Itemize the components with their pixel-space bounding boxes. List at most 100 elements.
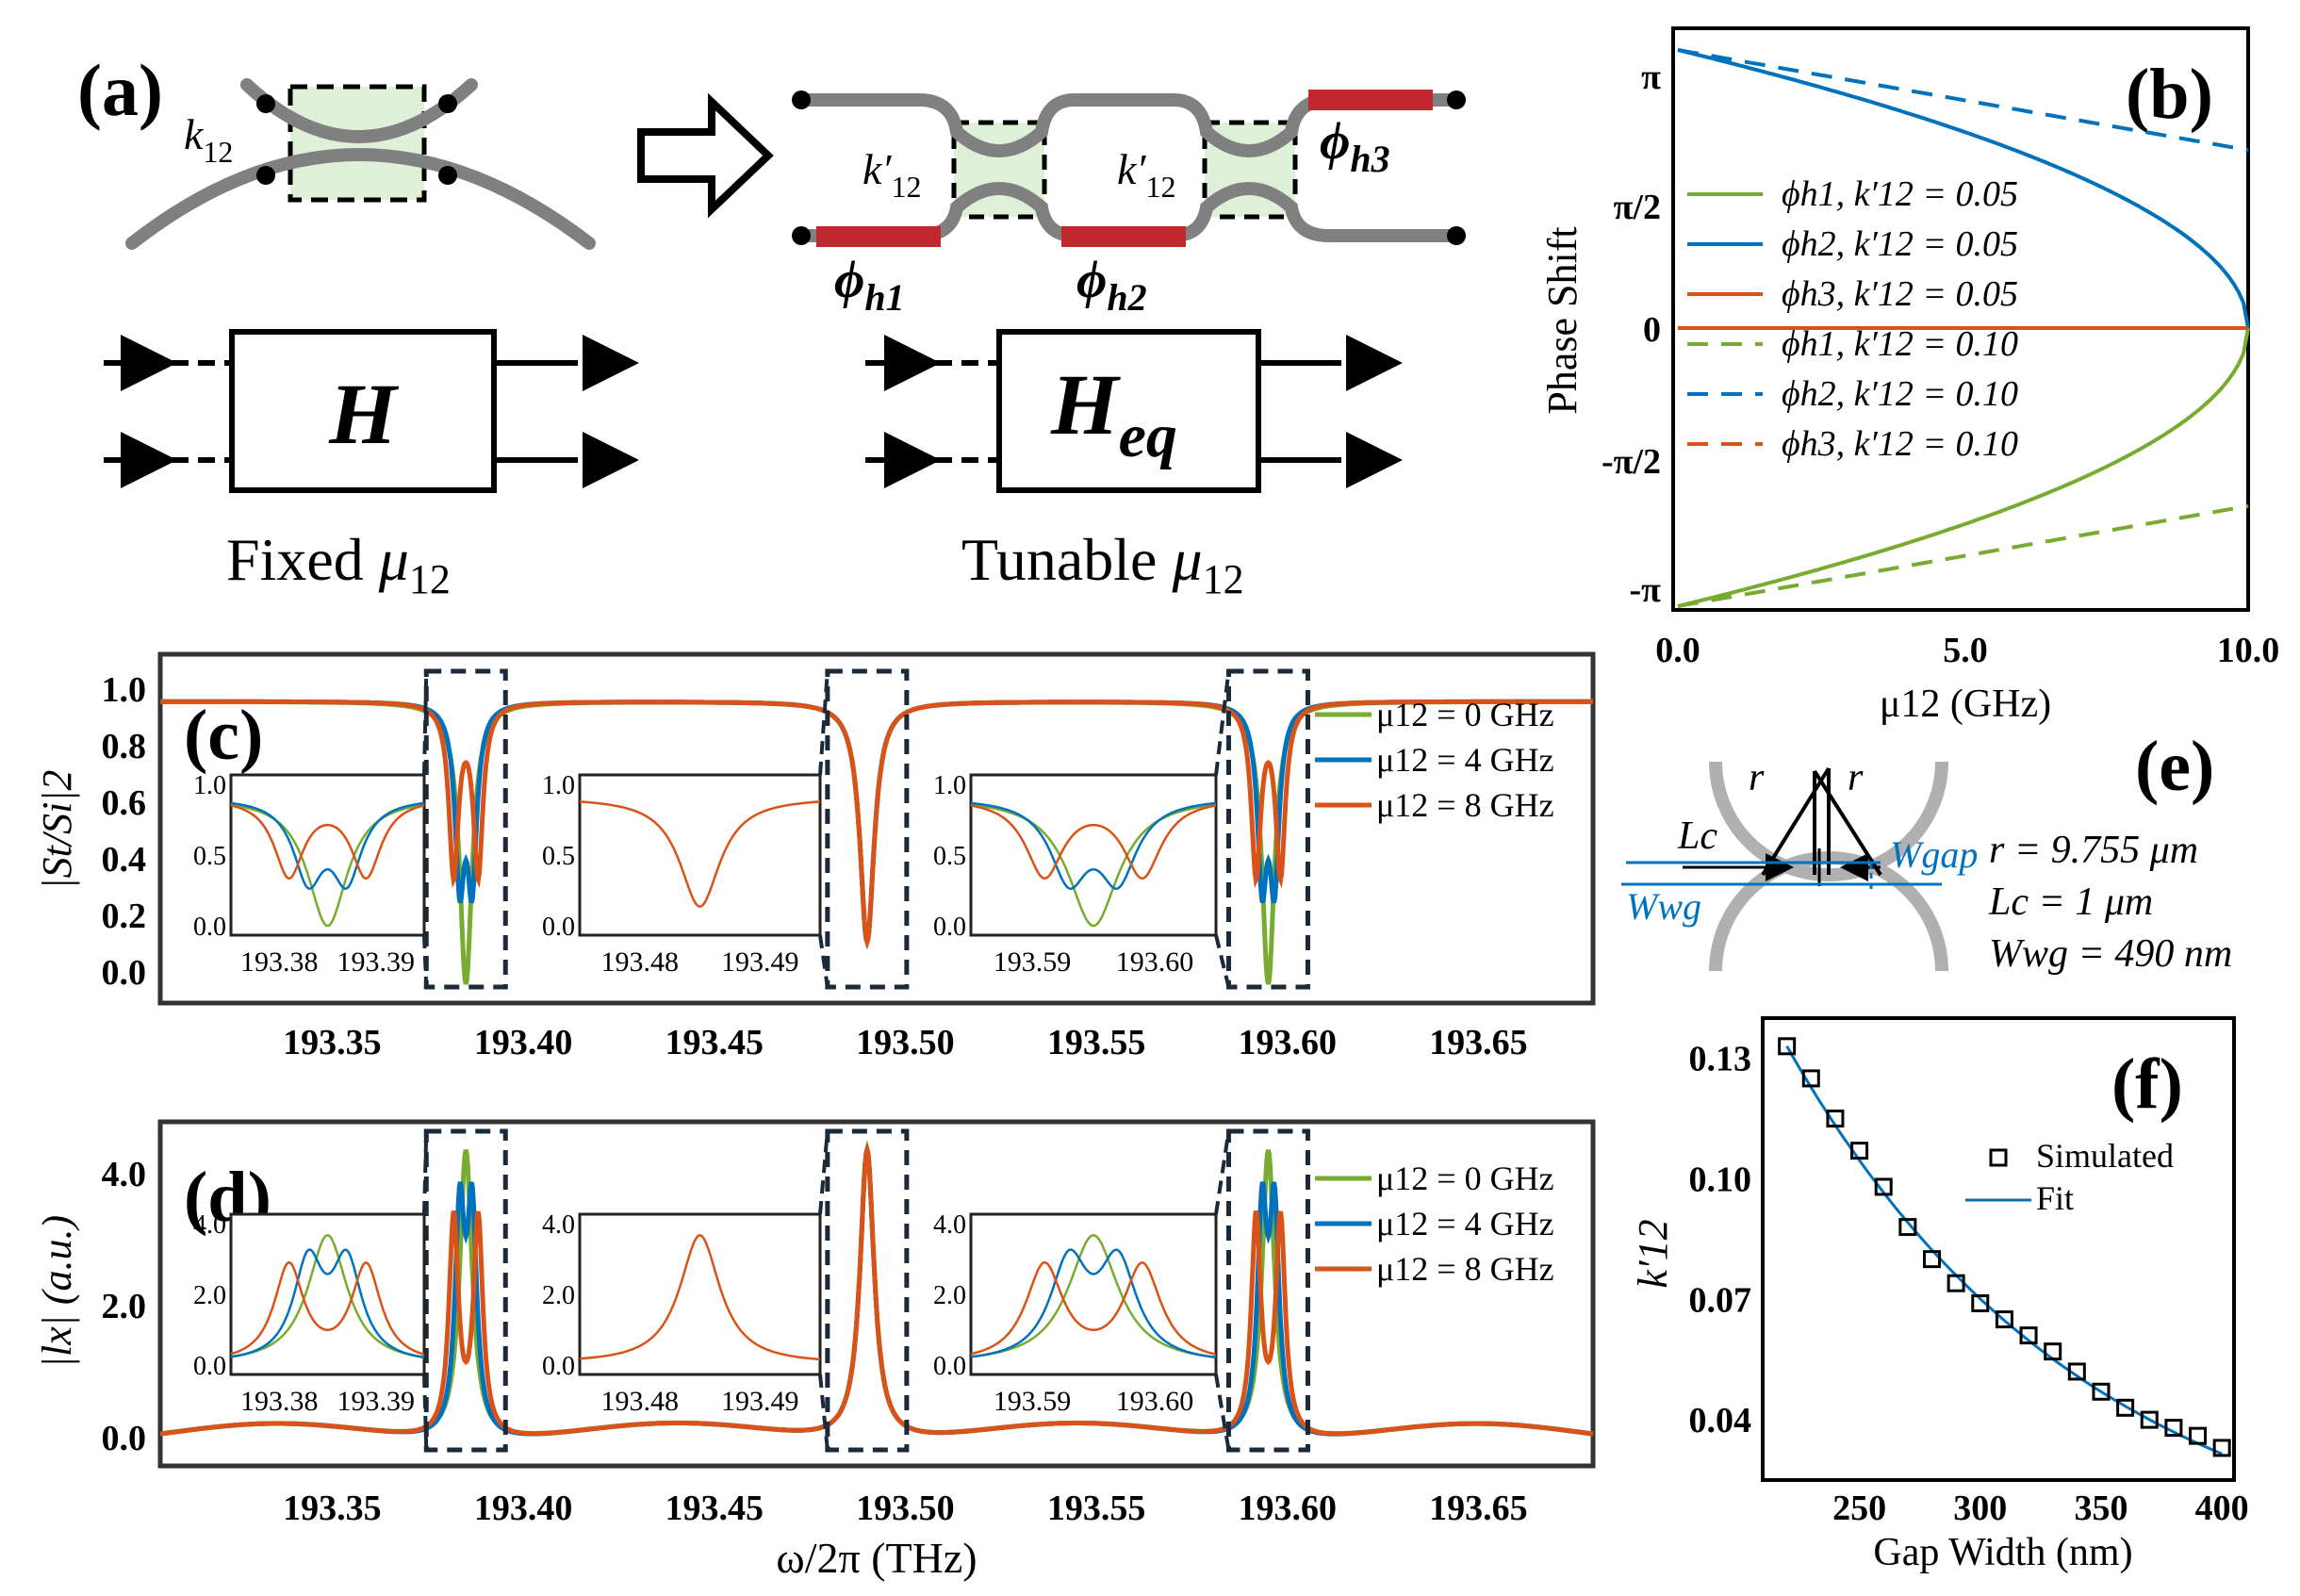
inset-series-line [579,1234,821,1361]
inset-y-tick: 0.5 [193,842,226,871]
inset-series-line [230,1260,425,1356]
inset-y-tick: 2.0 [193,1281,226,1310]
inset-series-line [230,803,425,928]
port-dot [792,226,811,245]
c-legend: μ12 = 0 GHz μ12 = 4 GHz μ12 = 8 GHz [1315,696,1554,824]
h-symbol: H [328,366,399,462]
port-dot [256,166,275,185]
port-dot [1447,226,1466,245]
x-tick-label: 193.55 [1047,1489,1146,1528]
f-y-tick: 0.04 [1689,1401,1752,1440]
inset-connector [1214,670,1231,776]
inset-x-tick: 193.38 [240,946,319,978]
heater-h1 [816,226,941,247]
panel-c-label: (c) [184,696,263,775]
f-ylabel: k′12 [1630,1219,1676,1288]
inset-series-line [970,803,1217,928]
b-ytick: π/2 [1614,188,1661,227]
inset-y-tick: 0.0 [542,913,575,942]
heater-h3 [1308,90,1433,110]
b-legend-label: ϕh3, k′12 = 0.05 [1782,274,2018,314]
d-ytick: 4.0 [102,1155,147,1194]
legend-label: μ12 = 8 GHz [1376,1250,1554,1288]
inset-y-tick: 1.0 [933,771,966,800]
zoom-box [1225,668,1310,990]
zoom-box [825,668,910,990]
f-y-tick: 0.10 [1689,1160,1752,1199]
b-series-line [1677,503,2249,608]
phi-h2-label: ϕh2 [1076,251,1147,319]
c-xticks: 193.35 193.40 193.45 193.50 193.55 193.60 193.… [283,1023,1528,1062]
inset-x-tick: 193.59 [994,1386,1072,1417]
f-x-tick: 250 [1832,1489,1886,1528]
panel-e: (e) r r Lc Wgap Wwg r = 9.755 μm Lc = 1 … [1621,727,2232,976]
b-ytick: -π/2 [1602,442,1661,482]
kprime-label: k′12 [862,145,921,204]
inset-series-line [230,1248,425,1359]
plot-frame [1761,1016,2236,1482]
fit-line [1785,1045,2223,1456]
b-xtick: 0.0 [1655,631,1700,670]
inset-y-tick: 1.0 [542,771,575,800]
mzi-upper-arm [795,93,1463,157]
f-x-tick: 300 [1953,1489,2007,1528]
legend-square-icon [1989,1148,2008,1167]
f-plot [1778,1037,2231,1457]
inset-y-tick: 1.0 [193,771,226,800]
inset-y-tick: 4.0 [193,1210,226,1240]
inset-y-tick: 0.0 [542,1352,575,1381]
wwg-label: Wwg [1626,885,1701,928]
b-legend: ϕh1, k′12 = 0.05 ϕh2, k′12 = 0.05 ϕh3, k′1… [1687,174,2018,464]
b-series-line [1677,48,2250,329]
d-insets: 4.0 2.0 0.0 193.38 193.39 4.0 2.0 0.0 193.48 193.… [193,1130,1231,1451]
inset-connector [422,934,429,988]
legend-label: μ12 = 4 GHz [1376,741,1554,779]
inset-frame [578,1212,822,1376]
kprime-label: k′12 [1117,145,1175,204]
x-tick-label: 193.35 [283,1489,382,1528]
f-y-tick: 0.07 [1689,1280,1752,1320]
x-tick-label: 193.50 [856,1023,955,1062]
h-box [229,329,497,493]
lower-waveguide [125,148,596,250]
inset-series-line [230,801,425,890]
simulated-point [1995,1310,2013,1329]
r-label: r [1749,756,1765,799]
panel-c: (c) 1.0 0.8 0.6 0.4 0.2 0.0 |St/Si|2 193… [34,651,1596,1062]
c-insets: 1.0 0.5 0.0 193.38 193.39 1.0 0.5 0.0 193.48 193.… [193,670,1231,988]
inset-frame [229,773,426,937]
simulated-point [1947,1274,1965,1292]
c-ytick: 1.0 [102,670,147,710]
r-label: r [1848,756,1864,799]
inset-x-tick: 193.48 [601,1386,680,1417]
c-ytick: 0.4 [102,840,147,880]
inset-series-line [970,801,1217,890]
inset-frame [969,773,1218,937]
inset-connector [1214,1374,1231,1451]
simulated-point [1898,1218,1917,1237]
port-dot [256,94,275,113]
d-main-curves [159,1128,1594,1453]
param-wwg: Wwg = 490 nm [1989,932,2232,976]
x-tick-label: 193.40 [474,1023,573,1062]
f-x-tick: 350 [2074,1489,2128,1528]
inset-series-line [580,800,820,908]
x-tick-label: 193.65 [1429,1489,1528,1528]
panel-f: (f) 0.13 0.10 0.07 0.04 250 300 350 400 Gap Wi… [1630,1016,2249,1574]
simulated-point [1850,1142,1869,1160]
f-legend: Simulated Fit [1965,1137,2174,1217]
inset-x-tick: 193.38 [240,1386,319,1417]
inset-y-tick: 4.0 [542,1210,575,1240]
inset-y-tick: 0.0 [193,913,226,942]
legend-simulated: Simulated [2036,1137,2174,1175]
c-ytick: 0.6 [102,783,147,823]
simulated-point [1778,1037,1797,1056]
port-dot [438,166,457,185]
d-xlabel: ω/2π (THz) [776,1534,977,1582]
x-tick-label: 193.50 [856,1489,955,1528]
phi-h1-label: ϕh1 [834,251,905,319]
f-xticks: 250 300 350 400 [1832,1489,2249,1528]
c-ytick: 0.8 [102,727,147,766]
inset-connector [422,1374,429,1451]
b-series-line [1677,48,2249,153]
